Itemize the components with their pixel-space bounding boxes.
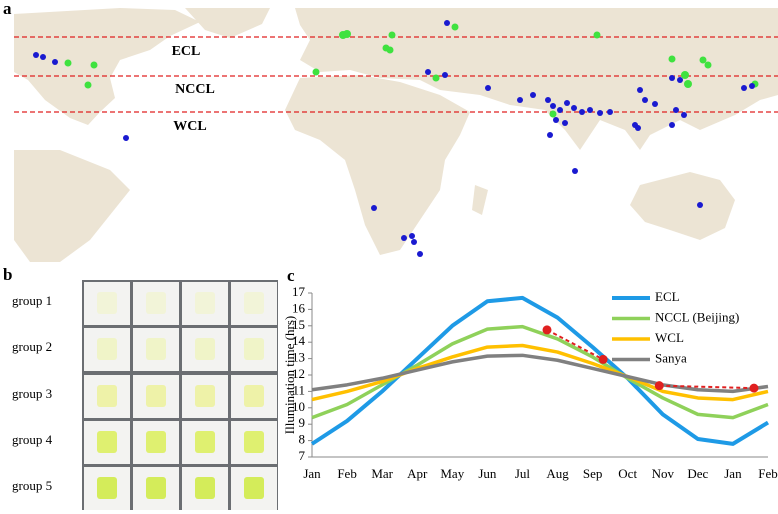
y-tick-label: 9 bbox=[299, 415, 306, 430]
group-label: group 3 bbox=[12, 386, 52, 401]
band-label: ECL bbox=[172, 44, 201, 59]
sample-cube bbox=[195, 292, 215, 314]
sample-cube bbox=[195, 338, 215, 360]
series-line bbox=[310, 295, 770, 446]
sample-cube bbox=[97, 431, 117, 453]
sample-cube bbox=[195, 385, 215, 407]
x-tick-label: Jan bbox=[724, 466, 742, 481]
photo-grid bbox=[82, 280, 278, 510]
annotation-dot bbox=[598, 354, 608, 364]
x-tick-label: Jul bbox=[515, 466, 531, 481]
sample-cube bbox=[97, 385, 117, 407]
y-tick-label: 17 bbox=[292, 284, 306, 299]
group-label: group 1 bbox=[12, 293, 52, 308]
x-tick-label: Feb bbox=[337, 466, 357, 481]
sample-cube bbox=[146, 477, 166, 499]
legend-label: WCL bbox=[655, 330, 684, 345]
legend-label: Sanya bbox=[655, 350, 687, 365]
group-label: group 5 bbox=[12, 478, 52, 493]
sample-cube bbox=[146, 385, 166, 407]
band-label: WCL bbox=[173, 119, 206, 134]
site-dots bbox=[33, 20, 759, 257]
group-label: group 2 bbox=[12, 339, 52, 354]
y-tick-label: 16 bbox=[292, 300, 306, 315]
x-tick-label: Aug bbox=[546, 466, 569, 481]
series-line bbox=[311, 343, 769, 402]
x-tick-label: Jun bbox=[478, 466, 497, 481]
y-tick-label: 12 bbox=[292, 366, 305, 381]
annotation-dot bbox=[749, 383, 759, 393]
annotation-line bbox=[659, 384, 754, 390]
sample-cube bbox=[244, 477, 264, 499]
sample-cube bbox=[244, 385, 264, 407]
sample-cube bbox=[146, 292, 166, 314]
panel-label: b bbox=[3, 265, 12, 284]
legend-label: ECL bbox=[655, 289, 680, 304]
sample-cube bbox=[97, 477, 117, 499]
sample-cube bbox=[97, 292, 117, 314]
x-tick-label: Jan bbox=[303, 466, 321, 481]
y-tick-label: 7 bbox=[299, 448, 306, 463]
annotation-dot bbox=[654, 381, 664, 391]
legend-label: NCCL (Beijing) bbox=[655, 309, 739, 324]
sample-cube bbox=[244, 431, 264, 453]
annotation-dot bbox=[542, 325, 552, 335]
panel-label: c bbox=[287, 266, 295, 285]
y-tick-label: 10 bbox=[292, 399, 305, 414]
panel-label: a bbox=[3, 0, 12, 18]
x-tick-label: Apr bbox=[407, 466, 428, 481]
group-label: group 4 bbox=[12, 432, 53, 447]
x-tick-label: Dec bbox=[687, 466, 708, 481]
x-tick-label: Oct bbox=[618, 466, 637, 481]
sample-cube bbox=[195, 477, 215, 499]
band-label: NCCL bbox=[175, 82, 215, 97]
y-tick-label: 15 bbox=[292, 317, 305, 332]
sample-cube bbox=[97, 338, 117, 360]
y-tick-label: 13 bbox=[292, 350, 305, 365]
y-tick-label: 11 bbox=[292, 382, 305, 397]
annotation-line bbox=[546, 329, 604, 361]
sample-cube bbox=[244, 338, 264, 360]
world-map bbox=[14, 8, 778, 262]
x-tick-label: May bbox=[440, 466, 464, 481]
y-tick-label: 8 bbox=[299, 432, 306, 447]
sample-cube bbox=[146, 431, 166, 453]
sample-cube bbox=[244, 292, 264, 314]
x-tick-label: Feb bbox=[758, 466, 778, 481]
series-line bbox=[311, 353, 769, 394]
y-tick-label: 14 bbox=[292, 333, 306, 348]
sample-cube bbox=[195, 431, 215, 453]
x-tick-label: Mar bbox=[371, 466, 393, 481]
sample-cube bbox=[146, 338, 166, 360]
x-tick-label: Sep bbox=[583, 466, 603, 481]
x-tick-label: Nov bbox=[652, 466, 675, 481]
series-line bbox=[311, 324, 769, 420]
y-axis-label: Illumination time (hrs) bbox=[282, 316, 297, 434]
